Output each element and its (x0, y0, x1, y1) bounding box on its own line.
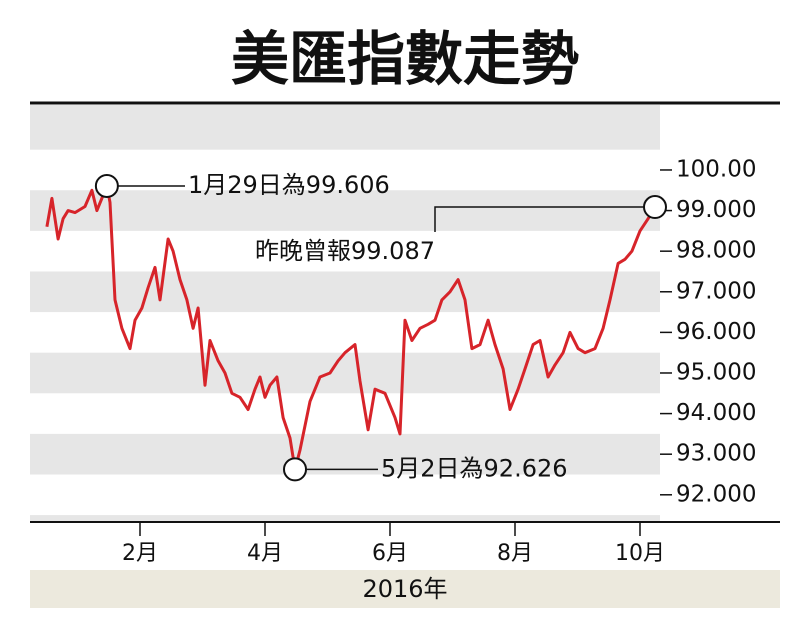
plot-band (30, 433, 660, 475)
x-tick-label: 8月 (497, 541, 533, 566)
x-tick-label: 10月 (615, 541, 665, 566)
y-tick-label: 98.000 (676, 238, 756, 264)
annotation-marker (283, 457, 307, 482)
x-axis-label: 2016年 (362, 575, 447, 603)
chart-title: 美匯指數走勢 (231, 25, 579, 93)
data-line (45, 184, 657, 471)
annotation-marker (643, 195, 667, 220)
y-tick-label: 96.000 (676, 319, 756, 345)
x-tick-label: 4月 (247, 541, 283, 566)
plot-band (30, 190, 660, 231)
year-band (30, 570, 780, 608)
annotation-leader (434, 206, 655, 232)
y-tick-label: 92.000 (676, 481, 756, 507)
plot-band (30, 352, 660, 394)
annotation-label: 昨晚曾報99.087 (255, 237, 435, 265)
y-tick-label: 97.000 (676, 278, 756, 304)
annotation-marker (94, 173, 119, 198)
x-tick-label: 2月 (122, 541, 158, 566)
y-tick-label: 100.00 (676, 156, 756, 182)
y-tick-label: 93.000 (676, 441, 756, 467)
y-tick-label: 95.000 (676, 359, 756, 385)
annotation-label: 1月29日為99.606 (188, 171, 390, 199)
plot-band (30, 515, 660, 522)
x-tick-label: 6月 (372, 541, 408, 566)
y-tick-label: 99.000 (676, 197, 756, 223)
y-tick-label: 94.000 (676, 400, 756, 426)
annotation-label: 5月2日為92.626 (381, 454, 568, 482)
plot-band (30, 271, 660, 313)
plot-band (30, 105, 660, 150)
